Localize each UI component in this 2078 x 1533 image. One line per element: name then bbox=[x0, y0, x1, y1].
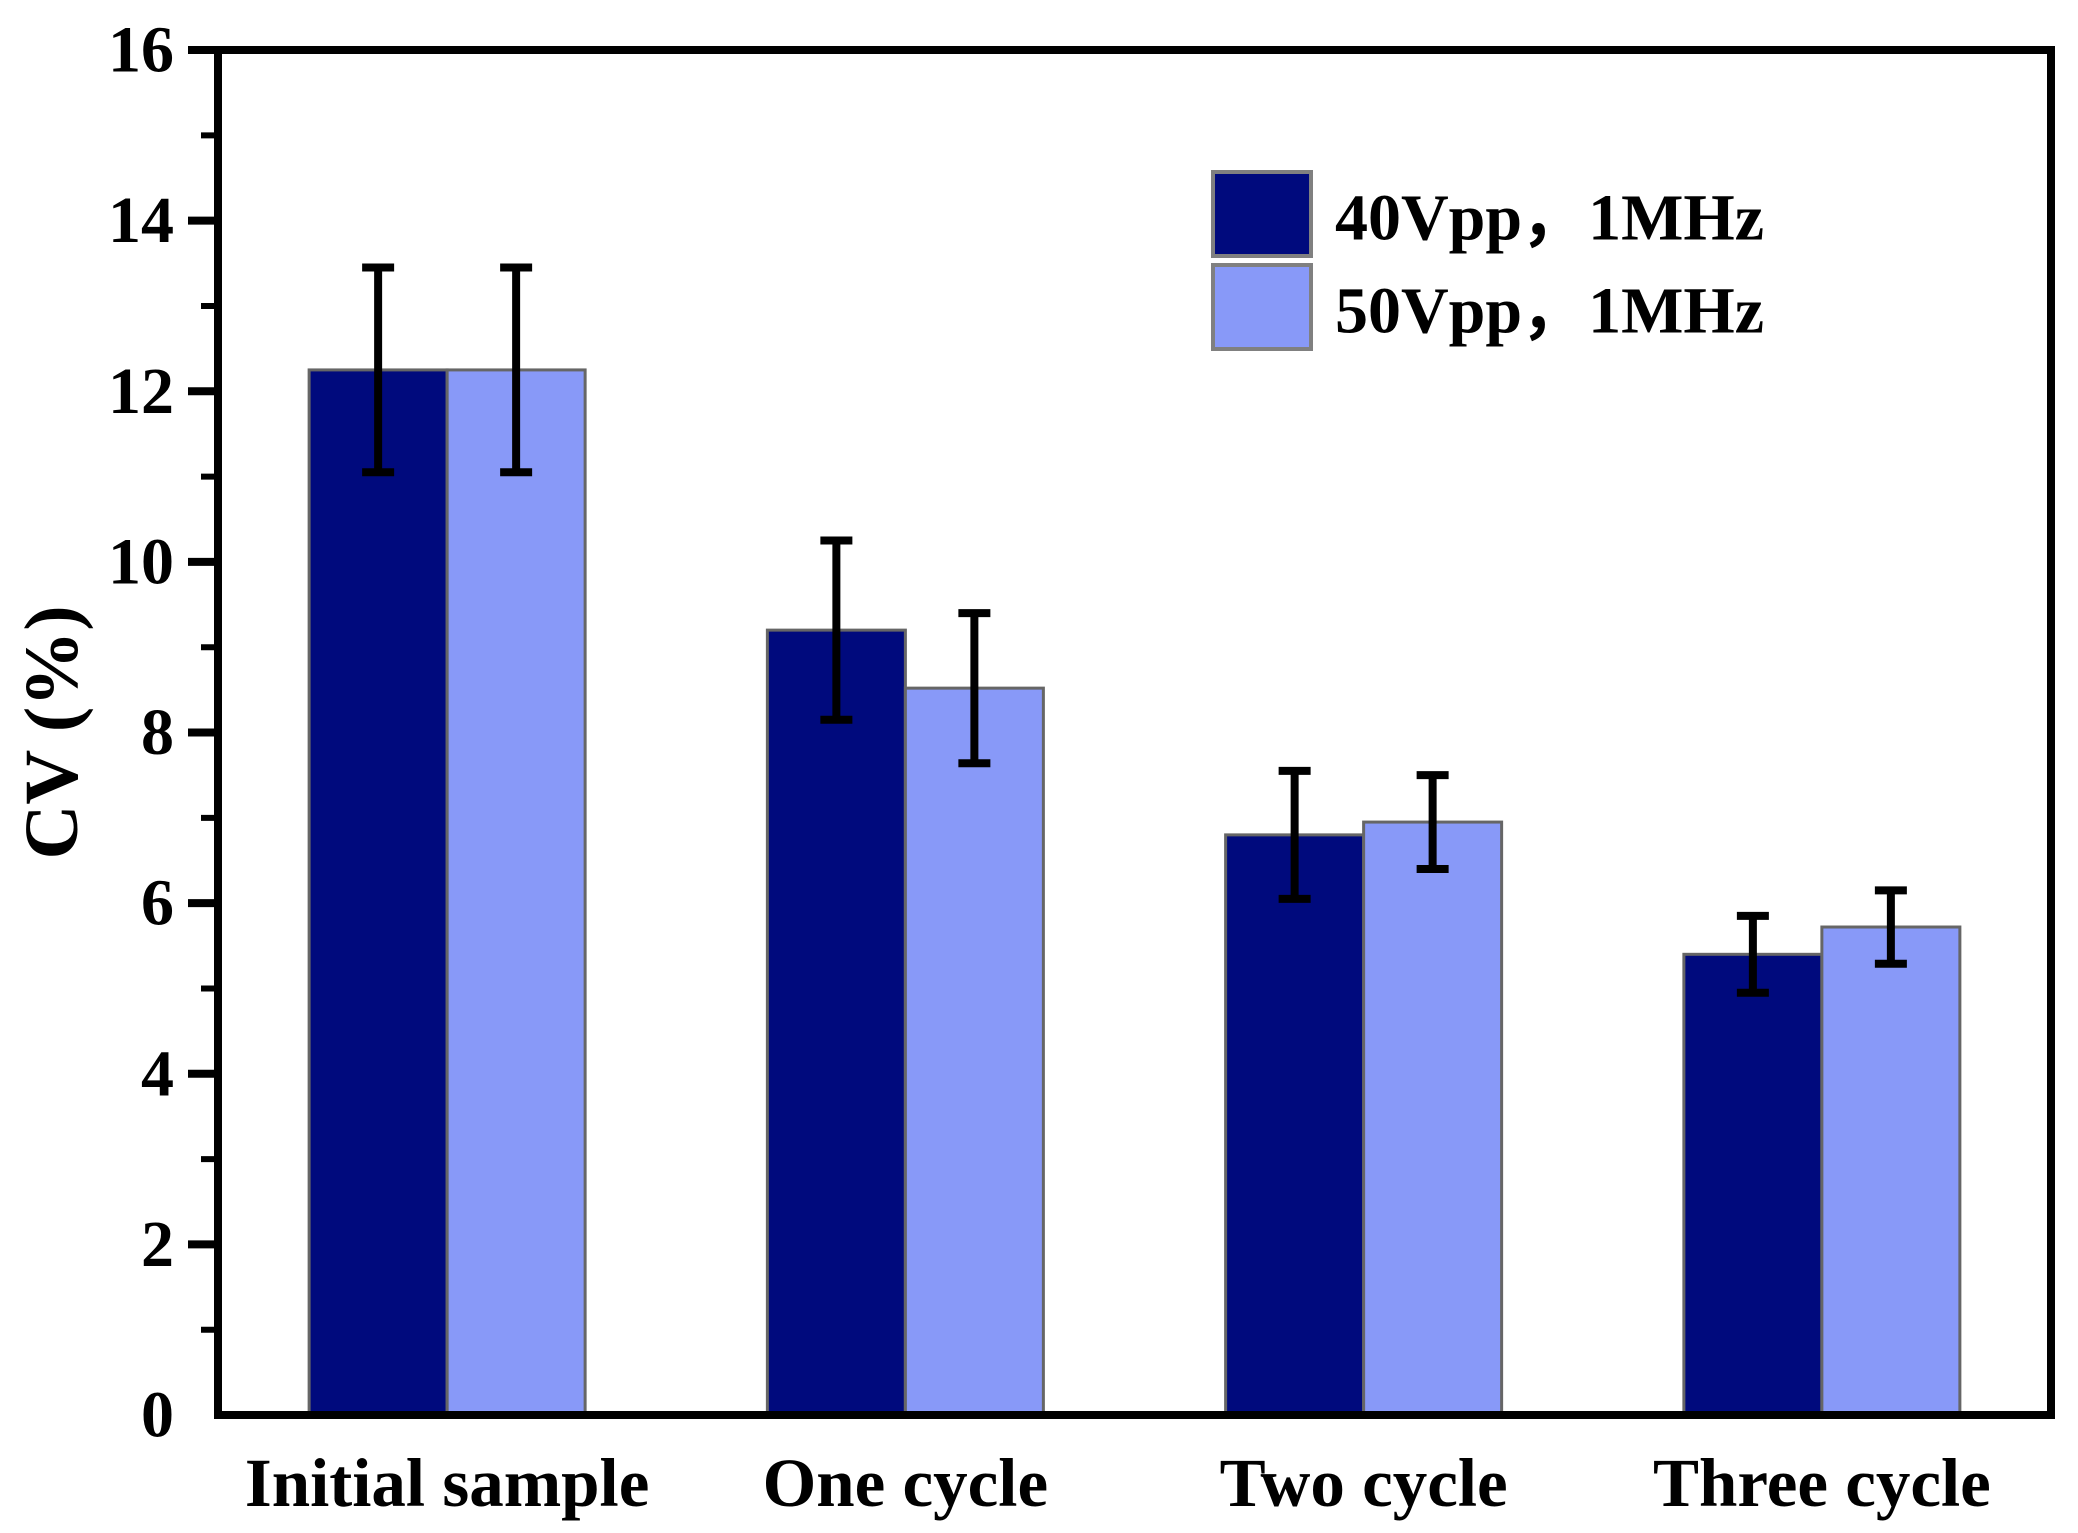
y-axis-tick-label: 12 bbox=[108, 355, 174, 428]
y-axis-tick-label: 2 bbox=[141, 1208, 174, 1281]
legend-label: 50Vpp，1MHz bbox=[1335, 275, 1764, 348]
y-axis-tick-label: 6 bbox=[141, 867, 174, 940]
y-axis-tick-label: 16 bbox=[108, 14, 174, 87]
legend-swatch bbox=[1211, 170, 1313, 258]
y-axis-tick-label: 10 bbox=[108, 525, 174, 598]
y-axis-tick-label: 0 bbox=[141, 1379, 174, 1452]
y-axis-tick-label: 14 bbox=[108, 184, 174, 257]
legend-label: 40Vpp，1MHz bbox=[1335, 182, 1764, 255]
y-axis-tick-label: 8 bbox=[141, 696, 174, 769]
x-axis-category-label: Three cycle bbox=[1653, 1445, 1991, 1521]
bar bbox=[903, 686, 1045, 1417]
bar bbox=[445, 368, 587, 1417]
bar bbox=[1820, 925, 1962, 1417]
bar bbox=[1682, 952, 1824, 1417]
x-axis-category-label: One cycle bbox=[763, 1445, 1048, 1521]
bar bbox=[307, 368, 449, 1417]
x-axis-category-label: Initial sample bbox=[245, 1445, 649, 1521]
bar bbox=[765, 628, 907, 1417]
y-axis-title: CV (%) bbox=[10, 605, 94, 859]
y-axis-tick-label: 4 bbox=[141, 1037, 174, 1110]
x-axis-category-label: Two cycle bbox=[1220, 1445, 1508, 1521]
bar bbox=[1362, 820, 1504, 1417]
bar bbox=[1224, 833, 1366, 1417]
legend-swatch bbox=[1211, 263, 1313, 351]
plot-frame bbox=[214, 46, 2055, 1419]
